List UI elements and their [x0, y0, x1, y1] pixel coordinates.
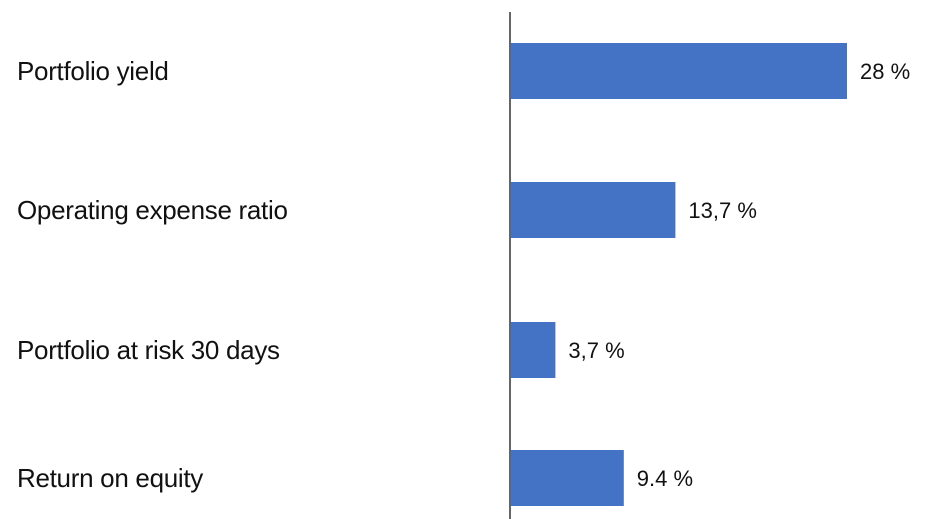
bar	[511, 322, 556, 378]
bars	[511, 43, 847, 506]
value-label: 13,7 %	[688, 198, 757, 223]
category-label: Portfolio yield	[17, 56, 169, 86]
value-label: 28 %	[860, 59, 910, 84]
category-label: Operating expense ratio	[17, 195, 288, 225]
category-labels: Portfolio yield Operating expense ratio Po…	[17, 56, 288, 493]
value-label: 9.4 %	[637, 466, 693, 491]
value-label: 3,7 %	[568, 338, 624, 363]
value-labels: 28 % 13,7 % 3,7 % 9.4 %	[568, 59, 910, 491]
category-label: Return on equity	[17, 463, 203, 493]
bar	[511, 450, 624, 506]
bar	[511, 43, 847, 99]
category-label: Portfolio at risk 30 days	[17, 335, 280, 365]
bar	[511, 182, 676, 238]
